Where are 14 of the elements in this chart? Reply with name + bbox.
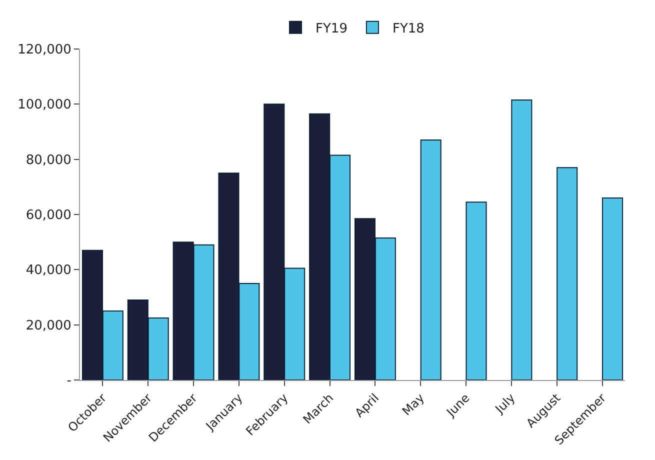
y-tick-label: - bbox=[66, 374, 72, 389]
legend-label: FY18 bbox=[392, 21, 424, 36]
y-tick-label: 20,000 bbox=[26, 318, 72, 334]
bar bbox=[420, 140, 442, 380]
legend-label: FY19 bbox=[316, 21, 348, 36]
y-tick-label: 120,000 bbox=[18, 42, 72, 58]
y-tick-label: 40,000 bbox=[26, 263, 72, 278]
y-tick-label: 80,000 bbox=[26, 152, 72, 168]
bar bbox=[511, 100, 532, 380]
y-tick-label: 60,000 bbox=[26, 208, 72, 224]
y-tick-label: 100,000 bbox=[18, 98, 72, 113]
bar bbox=[602, 197, 624, 380]
bar bbox=[556, 167, 578, 380]
bar bbox=[466, 202, 487, 380]
